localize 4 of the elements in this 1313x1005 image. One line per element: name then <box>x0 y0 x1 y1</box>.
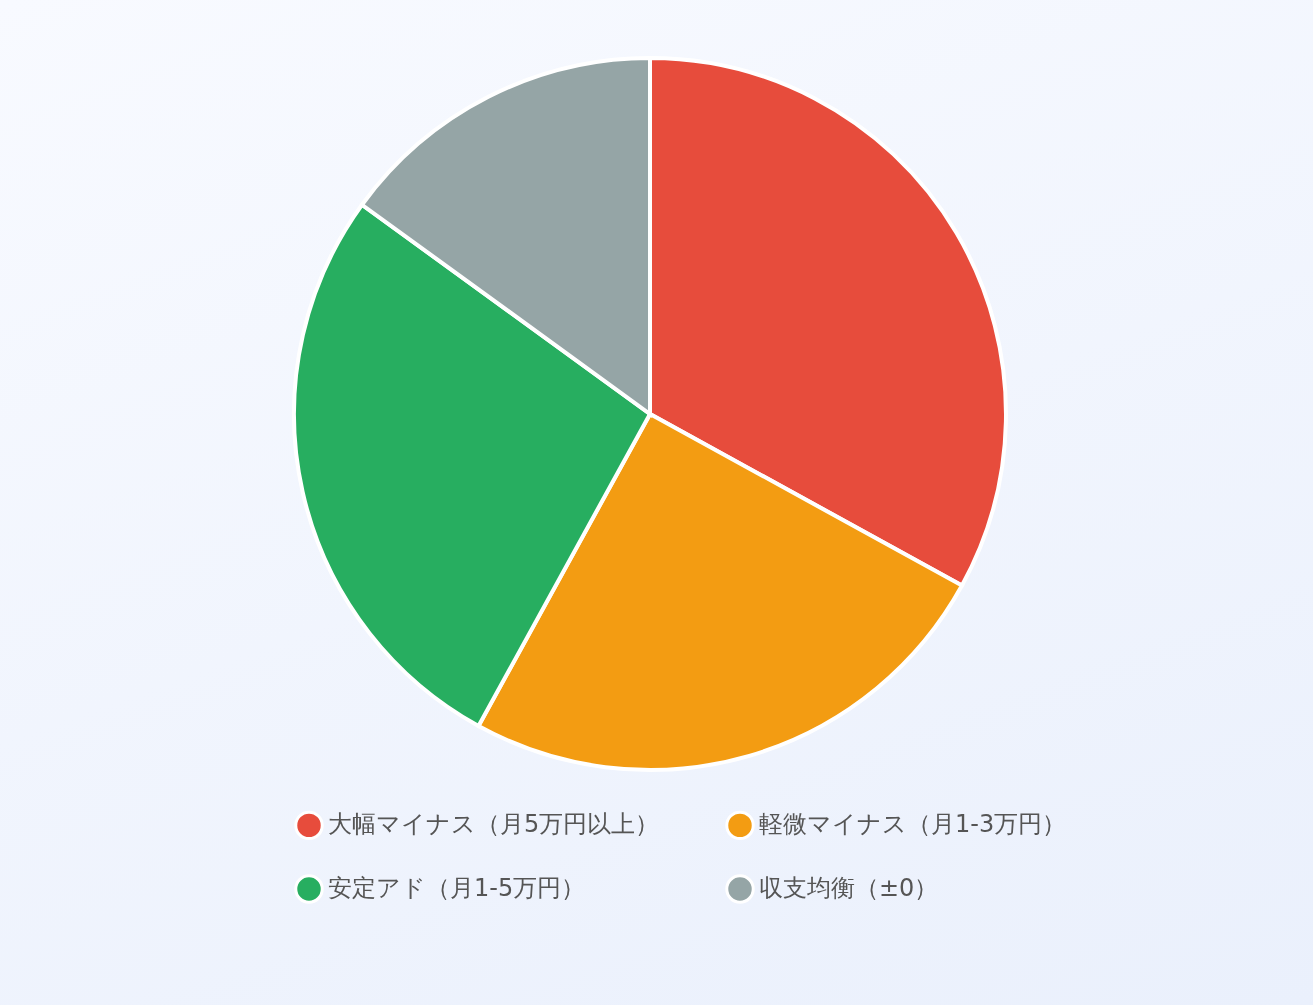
legend-label: 安定アド（月1-5万円） <box>328 874 586 902</box>
legend-label: 大幅マイナス（月5万円以上） <box>328 810 660 839</box>
legend-label: 収支均衡（±0） <box>759 874 939 902</box>
legend-label: 軽微マイナス（月1-3万円） <box>759 810 1067 839</box>
